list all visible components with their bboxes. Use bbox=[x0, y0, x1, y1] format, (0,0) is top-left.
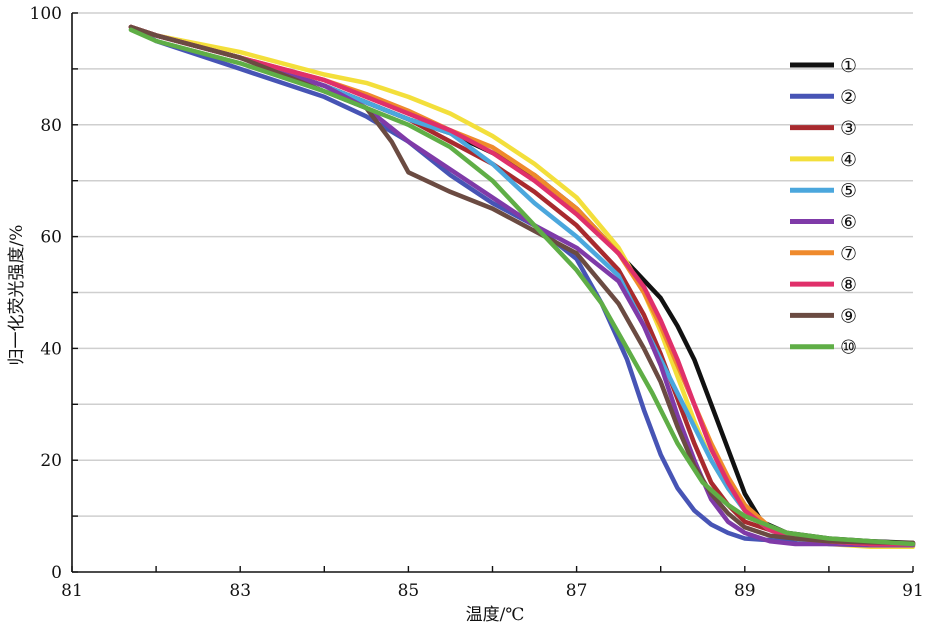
x-tick-label: 87 bbox=[566, 581, 588, 601]
tick-labels: 0 20 40 60 80 100 81 83 85 87 89 91 bbox=[30, 4, 924, 601]
series-line-4 bbox=[128, 24, 916, 550]
horizontal-gridlines bbox=[72, 12, 913, 517]
legend-label-9: ⑨ bbox=[840, 305, 857, 327]
y-tick-label: 80 bbox=[40, 116, 62, 136]
y-tick-label: 40 bbox=[40, 339, 62, 359]
series-lines bbox=[128, 24, 916, 550]
series-line-10 bbox=[128, 27, 916, 547]
legend: ① ② ③ ④ ⑤ ⑥ ⑦ ⑧ ⑨ ⑩ bbox=[790, 55, 857, 359]
y-tick-label: 0 bbox=[51, 563, 62, 583]
x-tick-label: 85 bbox=[398, 581, 420, 601]
series-line-8 bbox=[128, 24, 916, 547]
legend-label-2: ② bbox=[840, 86, 857, 108]
x-tick-label: 89 bbox=[734, 581, 756, 601]
y-axis-title: 归一化荧光强度/% bbox=[7, 225, 27, 366]
x-tick-label: 83 bbox=[229, 581, 251, 601]
legend-label-4: ④ bbox=[840, 149, 857, 171]
legend-label-8: ⑧ bbox=[840, 274, 857, 296]
legend-label-7: ⑦ bbox=[840, 243, 857, 265]
legend-label-3: ③ bbox=[840, 118, 857, 140]
legend-label-10: ⑩ bbox=[840, 337, 857, 359]
axes bbox=[71, 12, 914, 573]
legend-label-1: ① bbox=[840, 55, 857, 77]
legend-label-6: ⑥ bbox=[840, 212, 857, 234]
y-tick-label: 60 bbox=[40, 228, 62, 248]
legend-label-5: ⑤ bbox=[840, 180, 857, 202]
x-axis-title: 温度/℃ bbox=[466, 605, 525, 625]
x-tick-label: 81 bbox=[61, 581, 83, 601]
y-tick-label: 100 bbox=[30, 4, 62, 24]
x-tick-label: 91 bbox=[902, 581, 924, 601]
y-tick-label: 20 bbox=[40, 451, 62, 471]
